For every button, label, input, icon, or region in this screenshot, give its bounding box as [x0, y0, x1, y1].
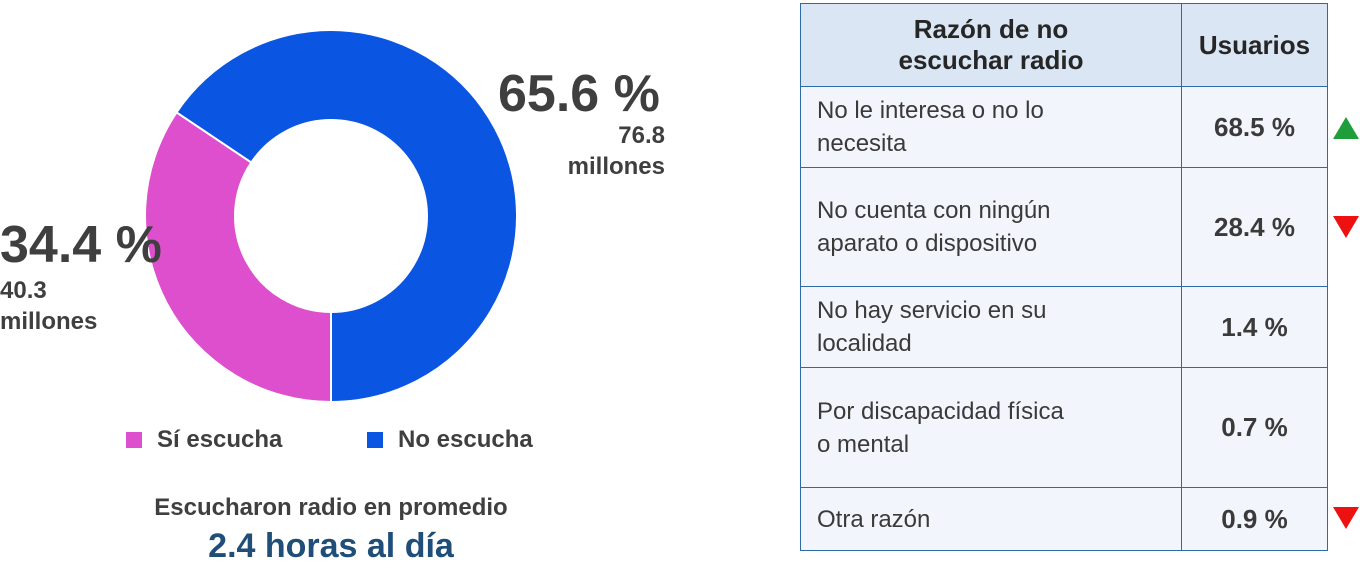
- row-reason: Por discapacidad física o mental: [800, 367, 1182, 488]
- donut-slice-si-escucha: [144, 111, 332, 404]
- header-reason: Razón de no escuchar radio: [800, 3, 1182, 87]
- trend-down-icon: [1333, 507, 1359, 529]
- row-reason-line-2: aparato o dispositivo: [817, 230, 1038, 257]
- donut-chart: [144, 29, 518, 404]
- row-reason: No cuenta con ningún aparato o dispositi…: [800, 167, 1182, 287]
- row-reason-line-1: No cuenta con ningún: [817, 197, 1051, 224]
- table-row: No hay servicio en su localidad 1.4 %: [800, 286, 1328, 368]
- legend-label-no: No escucha: [398, 426, 533, 453]
- legend-swatch-si: [126, 432, 142, 448]
- table-header-row: Razón de no escuchar radio Usuarios: [800, 3, 1328, 87]
- row-value: 1.4 %: [1181, 286, 1328, 368]
- legend-swatch-no: [367, 432, 383, 448]
- table-row: Por discapacidad física o mental 0.7 %: [800, 367, 1328, 488]
- row-reason-line-2: localidad: [817, 330, 912, 357]
- row-value: 0.7 %: [1181, 367, 1328, 488]
- reasons-table: Razón de no escuchar radio Usuarios No l…: [800, 3, 1328, 551]
- no-escucha-count: 76.8 millones: [560, 120, 665, 182]
- header-reason-text: Razón de no escuchar radio: [898, 14, 1084, 75]
- row-reason: No le interesa o no lo necesita: [800, 86, 1182, 168]
- no-escucha-count-unit: millones: [567, 153, 665, 180]
- trend-up-icon: [1333, 117, 1359, 139]
- row-reason-line-1: Por discapacidad física: [817, 397, 1064, 425]
- row-reason: No hay servicio en su localidad: [800, 286, 1182, 368]
- header-users: Usuarios: [1181, 3, 1328, 87]
- no-escucha-pct: 65.6 %: [498, 65, 660, 123]
- table-row: No le interesa o no lo necesita 68.5 %: [800, 86, 1328, 168]
- table-row: No cuenta con ningún aparato o dispositi…: [800, 167, 1328, 287]
- si-escucha-count-number: 40.3: [0, 277, 47, 304]
- legend-no-escucha: No escucha: [367, 426, 533, 454]
- row-value: 68.5 %: [1181, 86, 1328, 168]
- row-reason-line-1: No le interesa o no lo: [817, 97, 1044, 124]
- no-escucha-count-number: 76.8: [618, 122, 665, 149]
- si-escucha-count: 40.3 millones: [0, 275, 97, 337]
- row-reason-line-2: necesita: [817, 130, 907, 157]
- footer-line-1: Escucharon radio en promedio: [154, 494, 508, 521]
- row-reason-line-2: o mental: [817, 430, 910, 458]
- row-reason-line-1: Otra razón: [817, 505, 931, 533]
- row-value: 28.4 %: [1181, 167, 1328, 287]
- trend-down-icon: [1333, 216, 1359, 238]
- legend-si-escucha: Sí escucha: [126, 426, 282, 454]
- legend-label-si: Sí escucha: [157, 426, 283, 453]
- table-row: Otra razón 0.9 %: [800, 487, 1328, 551]
- row-reason: Otra razón: [800, 487, 1182, 551]
- si-escucha-pct: 34.4 %: [0, 216, 162, 274]
- footer-line-2: 2.4 horas al día: [208, 527, 454, 565]
- donut-slice-no-escucha: [175, 29, 518, 404]
- si-escucha-count-unit: millones: [0, 308, 98, 335]
- row-value: 0.9 %: [1181, 487, 1328, 551]
- row-reason-line-1: No hay servicio en su: [817, 297, 1047, 324]
